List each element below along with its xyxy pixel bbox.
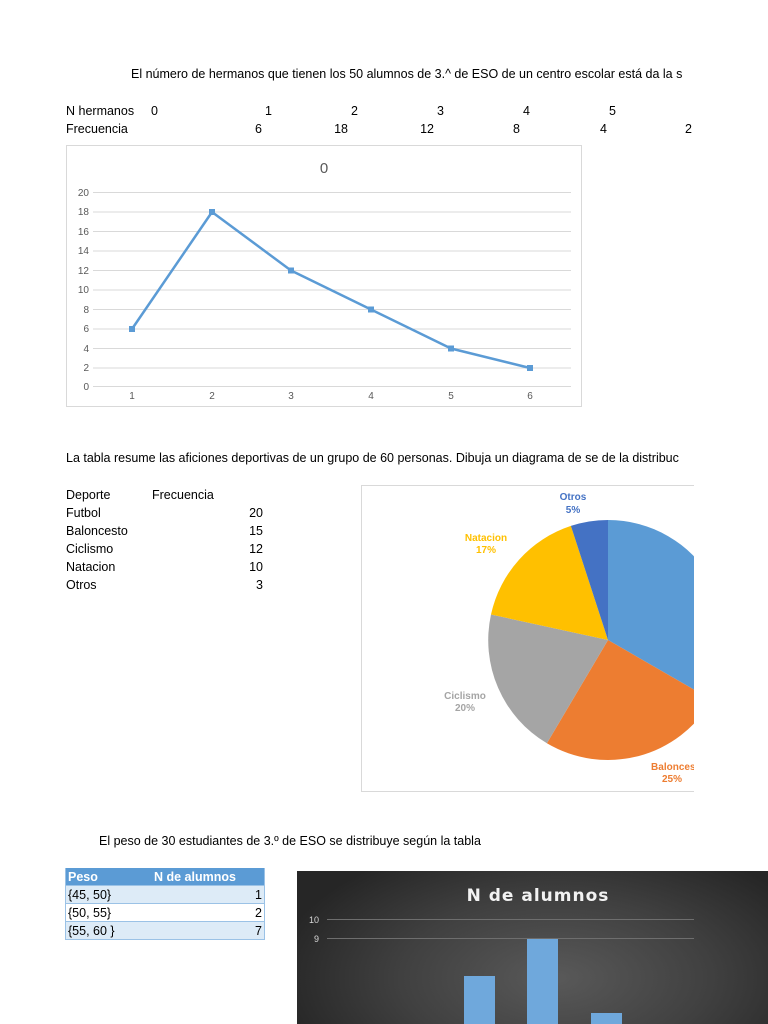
bar-3	[591, 1013, 622, 1024]
bar-1	[464, 976, 495, 1024]
peso-table: Peso N de alumnos {45, 50} 1 {50, 55} 2 …	[65, 868, 265, 940]
label-otros-pct: 5%	[566, 505, 581, 516]
table-row: {45, 50} 1	[65, 885, 265, 904]
bar-chart-title: N de alumnos	[467, 886, 610, 906]
header-deporte: Deporte	[66, 488, 111, 502]
hermanos-0: 0	[151, 104, 158, 118]
document-page: El número de hermanos que tienen los 50 …	[65, 67, 694, 940]
intro-peso: El peso de 30 estudiantes de 3.º de ESO …	[99, 834, 481, 848]
svg-text:4: 4	[83, 344, 89, 355]
svg-text:16: 16	[78, 227, 90, 238]
sport-freq: 15	[249, 524, 263, 538]
line-chart-title: 0	[320, 160, 328, 177]
row-label-frecuencia: Frecuencia	[66, 122, 128, 136]
intro-deportes: La tabla resume las aficiones deportivas…	[66, 451, 679, 465]
header-peso: Peso	[65, 868, 152, 886]
frecuencia-3: 12	[420, 122, 434, 136]
peso-cell: {55, 60 }	[65, 921, 152, 940]
label-otros-name: Otros	[560, 492, 587, 503]
sport-freq: 12	[249, 542, 263, 556]
bar-y-labels: 10 9	[309, 915, 319, 944]
bars	[464, 939, 622, 1024]
svg-text:20: 20	[78, 188, 90, 199]
frecuencia-2: 18	[334, 122, 348, 136]
sport-name: Futbol	[66, 506, 101, 520]
row-label-hermanos: N hermanos	[66, 104, 135, 118]
label-ciclismo-name: Ciclismo	[444, 691, 486, 702]
pie-slice-futbol[interactable]	[608, 520, 694, 700]
sport-freq: 3	[256, 578, 263, 592]
sport-name: Otros	[66, 578, 97, 592]
svg-text:2: 2	[209, 391, 215, 402]
label-ciclismo-pct: 20%	[455, 703, 475, 714]
line-series	[130, 210, 531, 370]
svg-text:4: 4	[368, 391, 374, 402]
pie-slice-otros[interactable]	[570, 520, 608, 640]
sport-name: Natacion	[66, 560, 116, 574]
svg-text:18: 18	[78, 207, 90, 218]
line-chart-canvas: 0 20 18 16 14 12 10 8	[78, 160, 571, 402]
pie-slice-natacion[interactable]	[491, 525, 608, 640]
frecuencia-6: 2	[685, 122, 692, 136]
svg-text:9: 9	[314, 934, 319, 944]
svg-text:0: 0	[83, 382, 89, 393]
peso-cell: {45, 50}	[65, 885, 152, 904]
intro-hermanos: El número de hermanos que tienen los 50 …	[131, 67, 683, 81]
header-n-alumnos: N de alumnos	[152, 868, 265, 886]
pie-slice-ciclismo[interactable]	[488, 614, 608, 744]
bar-2	[527, 939, 558, 1024]
svg-text:1: 1	[129, 391, 135, 402]
label-natacion-name: Natacion	[465, 533, 507, 544]
sport-name: Baloncesto	[66, 524, 128, 538]
bar-chart[interactable]: N de alumnos 10 9	[297, 871, 768, 1024]
hermanos-1: 1	[265, 104, 272, 118]
bar-gridlines	[327, 919, 694, 939]
svg-text:6: 6	[527, 391, 533, 402]
label-baloncesto-pct: 25%	[662, 774, 682, 785]
sport-name: Ciclismo	[66, 542, 114, 556]
sport-freq: 10	[249, 560, 263, 574]
label-baloncesto-name: Baloncesto	[651, 762, 694, 773]
x-axis-labels: 1 2 3 4 5 6	[129, 391, 533, 402]
n-cell: 7	[152, 921, 265, 940]
svg-text:12: 12	[78, 266, 90, 277]
svg-text:10: 10	[309, 915, 319, 925]
table-row: {50, 55} 2	[65, 903, 265, 922]
pie-slice-baloncesto[interactable]	[546, 640, 694, 761]
frecuencia-5: 4	[600, 122, 607, 136]
svg-text:6: 6	[83, 324, 89, 335]
peso-cell: {50, 55}	[65, 903, 152, 922]
table-row: {55, 60 } 7	[65, 921, 265, 940]
svg-text:8: 8	[83, 305, 89, 316]
hermanos-2: 2	[351, 104, 358, 118]
label-natacion-pct: 17%	[476, 545, 496, 556]
n-cell: 2	[152, 903, 265, 922]
svg-text:14: 14	[78, 246, 90, 257]
n-cell: 1	[152, 885, 265, 904]
hermanos-5: 5	[609, 104, 616, 118]
pie-chart-canvas: Otros 5% Natacion 17% Ciclismo 20% Balon…	[444, 492, 694, 785]
hermanos-3: 3	[437, 104, 444, 118]
frecuencia-1: 6	[255, 122, 262, 136]
y-axis-labels: 20 18 16 14 12 10 8 6 4 2 0	[78, 188, 90, 393]
svg-text:2: 2	[83, 363, 89, 374]
svg-text:5: 5	[448, 391, 454, 402]
pie-chart[interactable]: Otros 5% Natacion 17% Ciclismo 20% Balon…	[361, 485, 694, 792]
svg-text:3: 3	[288, 391, 294, 402]
hermanos-4: 4	[523, 104, 530, 118]
bar-chart-canvas: N de alumnos 10 9	[309, 886, 694, 1024]
header-frecuencia: Frecuencia	[152, 488, 214, 502]
line-chart[interactable]: 0 20 18 16 14 12 10 8	[66, 145, 582, 407]
sport-freq: 20	[249, 506, 263, 520]
line-markers	[129, 209, 533, 371]
frecuencia-4: 8	[513, 122, 520, 136]
svg-text:10: 10	[78, 285, 90, 296]
